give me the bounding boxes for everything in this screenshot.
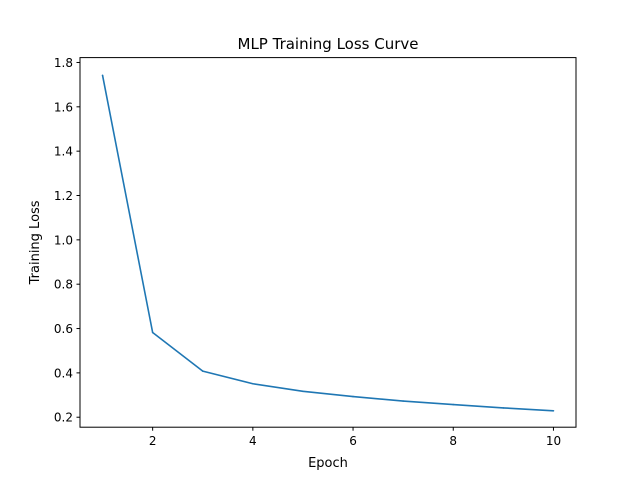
plot-frame — [79, 57, 577, 428]
loss-data-point — [201, 370, 204, 372]
y-tick-label: 0.4 — [54, 366, 73, 380]
loss-data-point — [502, 407, 505, 409]
y-tick-label: 1.0 — [54, 233, 73, 247]
loss-data-point — [252, 382, 254, 385]
loss-data-point — [452, 403, 455, 406]
y-tick-label: 0.8 — [54, 278, 73, 292]
x-axis-label: Epoch — [308, 456, 348, 471]
loss-data-point — [101, 74, 104, 77]
x-tick-label: 2 — [149, 434, 157, 448]
y-tick-label: 0.6 — [54, 322, 73, 336]
x-tick-label: 8 — [449, 434, 457, 448]
x-tick-label: 4 — [249, 434, 257, 448]
y-axis-label: Training Loss — [28, 200, 43, 285]
x-tick-label: 10 — [546, 434, 561, 448]
loss-data-point — [302, 390, 304, 393]
y-tick-label: 1.8 — [54, 56, 73, 70]
y-tick-label: 0.2 — [54, 411, 73, 425]
y-tick-label: 1.2 — [54, 189, 73, 203]
loss-data-point — [352, 395, 354, 398]
loss-data-point — [151, 331, 154, 334]
y-tick-label: 1.4 — [54, 145, 73, 159]
y-tick-label: 1.6 — [54, 100, 73, 114]
loss-data-point — [552, 409, 555, 412]
loss-series-line — [101, 75, 554, 412]
chart-title: MLP Training Loss Curve — [238, 35, 419, 53]
loss-data-point — [402, 400, 404, 402]
x-tick-label: 6 — [349, 434, 357, 448]
